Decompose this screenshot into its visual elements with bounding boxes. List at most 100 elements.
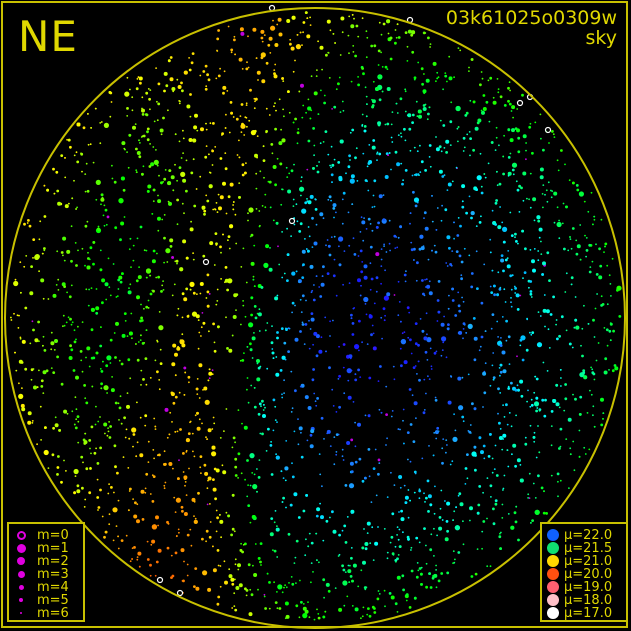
star-point (265, 244, 270, 249)
star-point (433, 512, 436, 515)
star-point (329, 29, 332, 32)
star-point (365, 313, 368, 316)
star-point (110, 101, 113, 103)
star-point (421, 82, 424, 86)
star-point (544, 193, 546, 196)
star-point (401, 332, 404, 335)
star-point (281, 355, 286, 360)
star-point (103, 204, 106, 207)
star-point (108, 513, 111, 516)
star-point (42, 370, 47, 375)
star-point (324, 130, 328, 134)
star-point (144, 357, 148, 360)
star-point (322, 265, 325, 269)
star-point (128, 490, 131, 492)
star-point (506, 257, 509, 259)
star-point (462, 337, 464, 340)
star-point (543, 414, 547, 418)
star-point (357, 35, 360, 38)
star-point (224, 580, 228, 585)
star-point (206, 290, 210, 294)
star-point (367, 217, 371, 221)
star-point (377, 458, 381, 462)
star-point (219, 519, 224, 524)
star-point (194, 567, 198, 570)
star-point (68, 356, 73, 360)
star-point (216, 300, 219, 302)
star-point (403, 484, 406, 487)
star-point (600, 423, 604, 427)
star-point (491, 269, 494, 272)
star-point (136, 441, 139, 444)
star-point (397, 36, 401, 39)
star-point (10, 316, 12, 319)
star-point (171, 256, 175, 259)
star-point (501, 448, 504, 451)
star-point (215, 244, 218, 246)
star-point (606, 264, 609, 267)
star-point (440, 572, 444, 575)
star-point (68, 295, 72, 299)
star-point (67, 316, 70, 319)
star-point (66, 291, 68, 294)
star-point (267, 427, 270, 431)
star-point (260, 286, 264, 289)
star-point (182, 239, 187, 244)
star-point (223, 430, 225, 432)
star-point (245, 162, 247, 165)
star-point (73, 340, 77, 344)
star-point (396, 526, 399, 528)
star-point (92, 356, 96, 360)
star-point (406, 306, 410, 310)
star-point (480, 335, 484, 339)
star-point (47, 467, 50, 469)
star-point (141, 108, 145, 113)
star-point (295, 203, 298, 206)
star-point (74, 475, 77, 477)
star-point (283, 392, 285, 394)
star-point (276, 525, 278, 527)
star-point (280, 203, 283, 206)
star-point (338, 263, 342, 267)
star-point (476, 511, 480, 515)
star-point (102, 360, 104, 363)
star-point (107, 257, 110, 260)
star-point (375, 494, 378, 497)
star-point (501, 316, 504, 318)
star-point (260, 564, 262, 566)
star-point (448, 294, 450, 297)
star-point (406, 114, 409, 117)
star-point (149, 108, 151, 111)
star-point (364, 414, 367, 417)
star-point (203, 463, 207, 467)
star-point (506, 423, 509, 426)
star-point (299, 31, 302, 34)
star-point (413, 247, 416, 251)
star-point (564, 383, 567, 386)
star-point (458, 492, 462, 496)
star-point (473, 336, 478, 341)
star-point (286, 227, 288, 230)
star-point (256, 468, 258, 470)
star-point (104, 282, 109, 287)
star-point (550, 474, 553, 477)
star-point (292, 121, 295, 124)
star-point (323, 596, 325, 599)
star-point (522, 134, 527, 139)
bright-star-point (544, 126, 552, 134)
star-point (182, 152, 185, 155)
star-point (399, 225, 402, 229)
star-point (54, 423, 59, 428)
star-point (90, 127, 92, 129)
star-point (409, 338, 412, 342)
star-point (241, 68, 244, 70)
star-point (407, 516, 410, 519)
star-point (138, 565, 141, 568)
star-point (369, 223, 372, 225)
star-point (114, 401, 118, 405)
star-point (575, 184, 579, 187)
star-point (264, 607, 267, 610)
star-point (434, 485, 436, 488)
star-point (77, 420, 80, 423)
star-point (386, 122, 390, 126)
